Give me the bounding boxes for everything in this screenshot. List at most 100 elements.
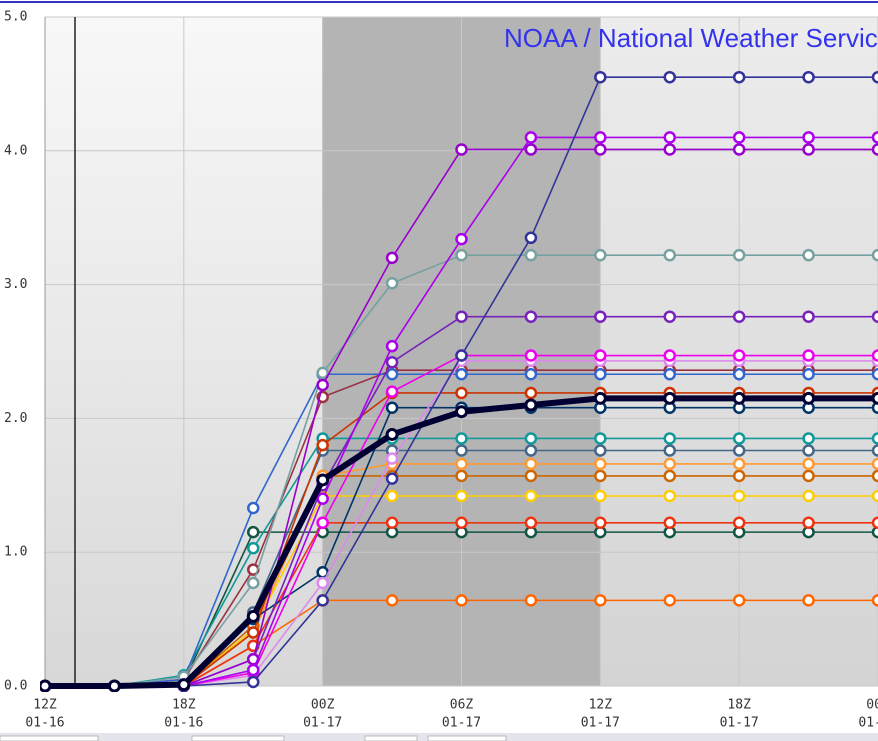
- data-point: [247, 525, 260, 539]
- data-point: [455, 489, 468, 503]
- data-point: [40, 679, 52, 692]
- data-point: [385, 339, 399, 353]
- data-point: [802, 444, 815, 457]
- data-point: [385, 594, 399, 607]
- data-point: [871, 349, 878, 362]
- data-point: [316, 576, 329, 590]
- data-point: [455, 432, 468, 445]
- data-point: [663, 516, 676, 530]
- scroll-button: [191, 735, 285, 741]
- data-point: [732, 143, 746, 156]
- data-point: [594, 131, 607, 144]
- data-point: [524, 310, 538, 323]
- data-point: [316, 378, 329, 392]
- data-point: [455, 405, 468, 419]
- y-tick-label: 5.0: [4, 10, 27, 25]
- data-point: [524, 516, 538, 530]
- data-point: [871, 432, 878, 445]
- data-point: [663, 444, 676, 457]
- data-point: [385, 427, 399, 441]
- data-point: [732, 367, 746, 381]
- x-tick-date: 01-17: [581, 716, 620, 731]
- data-point: [385, 472, 399, 485]
- data-point: [802, 70, 815, 84]
- data-point: [385, 452, 399, 465]
- data-point: [455, 232, 468, 246]
- data-point: [802, 516, 815, 530]
- data-point: [663, 310, 676, 323]
- data-point: [732, 469, 746, 483]
- data-point: [524, 367, 538, 381]
- data-point: [385, 251, 399, 265]
- data-point: [732, 248, 746, 262]
- data-point: [385, 367, 399, 381]
- data-point: [316, 492, 329, 505]
- data-point: [177, 678, 191, 692]
- x-tick-label: 12Z: [589, 698, 613, 713]
- data-point: [455, 143, 468, 156]
- data-point: [871, 391, 878, 405]
- data-point: [871, 444, 878, 457]
- data-point: [663, 143, 676, 156]
- data-point: [455, 386, 468, 400]
- x-tick-label: 00Z: [311, 698, 335, 713]
- data-point: [524, 432, 538, 445]
- data-point: [593, 391, 607, 405]
- y-tick-label: 1.0: [4, 545, 27, 560]
- data-point: [594, 516, 607, 530]
- data-point: [802, 143, 815, 156]
- data-point: [871, 248, 878, 262]
- data-point: [524, 457, 538, 471]
- data-point: [871, 594, 878, 607]
- data-point: [802, 349, 815, 362]
- data-point: [385, 277, 399, 290]
- data-point: [524, 398, 538, 412]
- y-tick-label: 3.0: [4, 277, 27, 292]
- data-point: [455, 444, 468, 457]
- data-point: [802, 489, 815, 503]
- data-point: [524, 594, 538, 607]
- data-point: [594, 457, 607, 471]
- data-point: [247, 501, 260, 515]
- data-point: [594, 349, 607, 362]
- data-point: [385, 385, 399, 398]
- data-point: [871, 143, 878, 156]
- data-point: [663, 367, 676, 381]
- x-tick-date: 01-16: [25, 716, 64, 731]
- data-point: [594, 143, 607, 156]
- data-point: [594, 367, 607, 381]
- scroll-button: [364, 735, 418, 741]
- data-point: [247, 663, 260, 677]
- data-point: [455, 457, 468, 471]
- data-point: [871, 310, 878, 323]
- data-point: [871, 457, 878, 471]
- data-point: [316, 473, 330, 487]
- chart-title: NOAA / National Weather Service: [504, 23, 878, 53]
- data-point: [663, 489, 676, 503]
- x-tick-date: 01-17: [720, 716, 759, 731]
- data-point: [732, 349, 746, 362]
- data-point: [802, 310, 815, 323]
- data-point: [316, 438, 329, 452]
- data-point: [316, 594, 329, 607]
- data-point: [455, 248, 468, 262]
- data-point: [802, 248, 815, 262]
- data-point: [247, 541, 260, 555]
- x-tick-label: 06Z: [450, 698, 474, 713]
- scroll-button: [427, 735, 507, 741]
- data-point: [247, 576, 260, 590]
- data-point: [455, 594, 468, 607]
- data-point: [663, 349, 676, 362]
- data-point: [732, 516, 746, 530]
- data-point: [524, 444, 538, 457]
- data-point: [871, 131, 878, 144]
- data-point: [247, 626, 260, 639]
- data-point: [524, 469, 538, 483]
- data-point: [385, 516, 399, 530]
- x-tick-label: 00Z: [866, 698, 878, 713]
- x-tick-date: 01-17: [303, 716, 342, 731]
- data-point: [594, 70, 607, 84]
- data-point: [663, 70, 676, 84]
- data-point: [316, 366, 329, 380]
